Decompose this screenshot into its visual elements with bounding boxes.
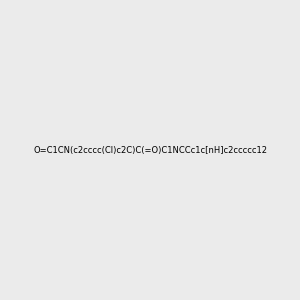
Text: O=C1CN(c2cccc(Cl)c2C)C(=O)C1NCCc1c[nH]c2ccccc12: O=C1CN(c2cccc(Cl)c2C)C(=O)C1NCCc1c[nH]c2… bbox=[33, 146, 267, 154]
